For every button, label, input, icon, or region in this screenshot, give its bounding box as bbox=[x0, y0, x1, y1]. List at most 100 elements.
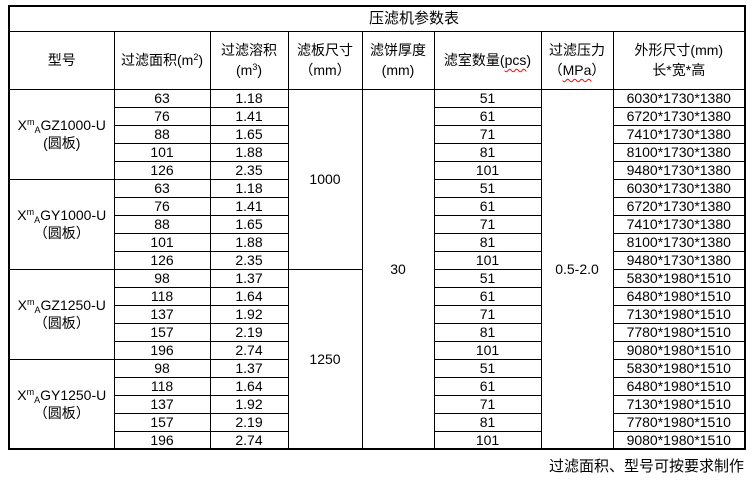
dimensions-cell: 7130*1980*1510 bbox=[612, 304, 746, 324]
filter-press-parameter-table: 压滤机参数表 型号 过滤面积(m2) 过滤溶积 (m3) 滤板尺寸 （mm） 滤… bbox=[8, 5, 747, 450]
chamber-count-cell: 71 bbox=[433, 394, 542, 414]
plate-header-line2: （mm） bbox=[299, 62, 351, 78]
area-cell: 196 bbox=[113, 430, 211, 450]
volume-cell: 1.65 bbox=[209, 214, 289, 234]
area-cell: 196 bbox=[113, 340, 211, 360]
col-header-plate-size: 滤板尺寸 （mm） bbox=[287, 30, 363, 90]
table-row: 196 2.74 101 9080*1980*1510 bbox=[9, 430, 746, 450]
col-header-volume: 过滤溶积 (m3) bbox=[209, 30, 289, 90]
pressure-header-line2: （MPa） bbox=[548, 62, 606, 78]
model-cell: XmAGY1000-U （圆板） bbox=[8, 178, 115, 270]
table-row: XmAGY1250-U （圆板） 98 1.37 51 5830*1980*15… bbox=[8, 358, 746, 450]
area-cell: 98 bbox=[113, 358, 211, 378]
dimensions-cell: 9480*1730*1380 bbox=[612, 160, 746, 180]
model-variant: (圆板) bbox=[43, 135, 81, 151]
plate-size-cell: 1000 bbox=[287, 88, 363, 270]
model-cell: XmAGZ1250-U （圆板） bbox=[8, 268, 115, 360]
dimensions-cell: 9080*1980*1510 bbox=[612, 430, 746, 450]
dimensions-cell: 8100*1730*1380 bbox=[612, 232, 746, 252]
chamber-count-cell: 51 bbox=[433, 88, 542, 108]
table-row: 126 2.35 101 9480*1730*1380 bbox=[9, 160, 746, 180]
cake-header-line2: (mm) bbox=[381, 62, 415, 78]
volume-cell: 2.74 bbox=[209, 430, 289, 450]
col-header-chamber-count: 滤室数量(pcs) bbox=[433, 30, 542, 90]
dimensions-cell: 7780*1980*1510 bbox=[612, 412, 746, 432]
col-header-pressure: 过滤压力 （MPa） bbox=[540, 30, 614, 90]
plate-size-cell: 1250 bbox=[287, 268, 363, 450]
model-variant: （圆板） bbox=[33, 315, 90, 331]
pressure-header-line1: 过滤压力 bbox=[549, 42, 605, 58]
chamber-count-cell: 71 bbox=[433, 304, 542, 324]
volume-cell: 1.92 bbox=[209, 394, 289, 414]
dimensions-cell: 6030*1730*1380 bbox=[612, 178, 746, 198]
volume-cell: 1.37 bbox=[209, 358, 289, 378]
col-header-dimensions: 外形尺寸(mm) 长*宽*高 bbox=[612, 30, 746, 90]
table-row: 157 2.19 81 7780*1980*1510 bbox=[9, 412, 746, 432]
dimensions-cell: 6720*1730*1380 bbox=[612, 106, 746, 126]
volume-header-line2: (m3) bbox=[235, 62, 262, 78]
table-row: XmAGZ1000-U (圆板) 63 1.18 1000 30 51 0.5-… bbox=[8, 88, 746, 450]
dimensions-cell: 8100*1730*1380 bbox=[612, 142, 746, 162]
volume-header-line1: 过滤溶积 bbox=[221, 42, 277, 58]
area-cell: 126 bbox=[113, 160, 211, 180]
model-variant: （圆板） bbox=[33, 225, 90, 241]
table-row: 88 1.65 71 7410*1730*1380 bbox=[9, 124, 746, 144]
spellcheck-wavy-pcs: pcs bbox=[504, 52, 527, 68]
area-header-text: 过滤面积(m bbox=[120, 52, 194, 68]
table-row: 137 1.92 71 7130*1980*1510 bbox=[9, 304, 746, 324]
chamber-count-cell: 61 bbox=[433, 286, 542, 306]
table-row: 196 2.74 101 9080*1980*1510 bbox=[9, 340, 746, 360]
area-cell: 137 bbox=[113, 394, 211, 414]
volume-cell: 2.19 bbox=[209, 412, 289, 432]
chamber-count-cell: 51 bbox=[433, 178, 542, 198]
area-cell: 101 bbox=[113, 142, 211, 162]
volume-cell: 2.35 bbox=[209, 250, 289, 270]
dims-header-line1: 外形尺寸(mm) bbox=[634, 42, 724, 58]
area-cell: 118 bbox=[113, 286, 211, 306]
area-cell: 98 bbox=[113, 268, 211, 288]
chamber-count-cell: 71 bbox=[433, 124, 542, 144]
area-cell: 118 bbox=[113, 376, 211, 396]
dimensions-cell: 7130*1980*1510 bbox=[612, 394, 746, 414]
dimensions-cell: 6030*1730*1380 bbox=[612, 88, 746, 108]
table-row: 157 2.19 81 7780*1980*1510 bbox=[9, 322, 746, 342]
table-row: XmAGY1000-U （圆板） 63 1.18 51 6030*1730*13… bbox=[8, 178, 746, 270]
model-name: XmAGZ1000-U bbox=[17, 117, 106, 135]
dimensions-cell: 6480*1980*1510 bbox=[612, 376, 746, 396]
model-name: XmAGZ1250-U bbox=[17, 297, 106, 315]
dimensions-cell: 6720*1730*1380 bbox=[612, 196, 746, 216]
chamber-count-cell: 51 bbox=[433, 358, 542, 378]
plate-header-line1: 滤板尺寸 bbox=[297, 42, 353, 58]
volume-cell: 1.37 bbox=[209, 268, 289, 288]
chamber-count-cell: 101 bbox=[433, 250, 542, 270]
chamber-count-cell: 101 bbox=[433, 430, 542, 450]
footer-note: 过滤面积、型号可按要求制作 bbox=[548, 458, 744, 475]
chamber-count-cell: 61 bbox=[433, 196, 542, 216]
col-header-area: 过滤面积(m2) bbox=[113, 30, 211, 90]
area-cell: 76 bbox=[113, 106, 211, 126]
model-variant: （圆板） bbox=[33, 404, 90, 421]
area-cell: 126 bbox=[113, 250, 211, 270]
table-row: 118 1.64 61 6480*1980*1510 bbox=[9, 286, 746, 306]
chamber-count-cell: 101 bbox=[433, 160, 542, 180]
chamber-count-cell: 81 bbox=[433, 142, 542, 162]
area-cell: 101 bbox=[113, 232, 211, 252]
volume-cell: 1.92 bbox=[209, 304, 289, 324]
spellcheck-wavy-mpa: MPa bbox=[562, 62, 592, 78]
volume-cell: 1.88 bbox=[209, 142, 289, 162]
dimensions-cell: 5830*1980*1510 bbox=[612, 358, 746, 378]
volume-cell: 1.64 bbox=[209, 376, 289, 396]
dims-header-line2: 长*宽*高 bbox=[652, 62, 706, 78]
chamber-count-cell: 71 bbox=[433, 214, 542, 234]
volume-superscript: 3 bbox=[252, 62, 258, 72]
dimensions-cell: 9080*1980*1510 bbox=[612, 340, 746, 360]
table-row: 76 1.41 61 6720*1730*1380 bbox=[9, 106, 746, 126]
cake-header-line1: 滤饼厚度 bbox=[370, 42, 426, 58]
volume-cell: 2.35 bbox=[209, 160, 289, 180]
area-cell: 157 bbox=[113, 412, 211, 432]
area-cell: 88 bbox=[113, 124, 211, 144]
volume-cell: 1.88 bbox=[209, 232, 289, 252]
table-row: 76 1.41 61 6720*1730*1380 bbox=[9, 196, 746, 216]
area-cell: 137 bbox=[113, 304, 211, 324]
